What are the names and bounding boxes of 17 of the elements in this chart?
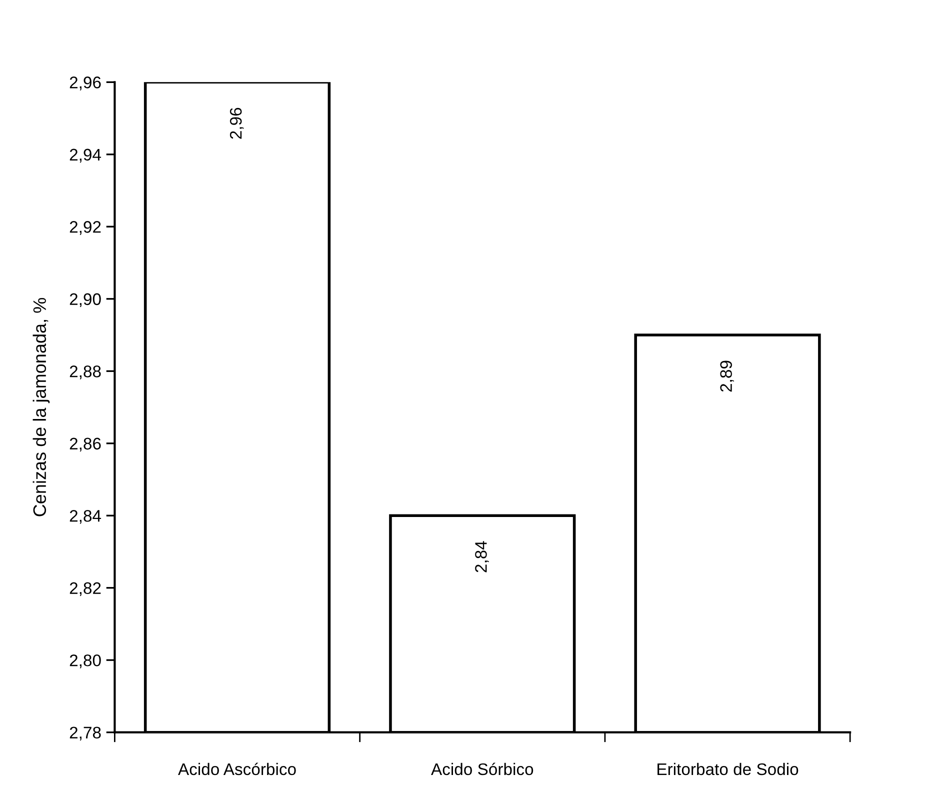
y-tick-label: 2,82 <box>70 582 101 596</box>
y-tick-label: 2,90 <box>70 293 101 308</box>
data-label: 2,89 <box>720 360 734 392</box>
data-label: 2,96 <box>230 108 244 139</box>
x-tick-label: Eritorbato de Sodio <box>658 762 798 776</box>
y-tick-label: 2,84 <box>70 510 102 524</box>
y-tick-label: 2,88 <box>70 366 101 380</box>
y-tick-label: 2,96 <box>70 76 101 90</box>
x-tick-label: Acido Sórbico <box>431 762 534 776</box>
y-axis-title: Cenizas de la jamonada, % <box>32 298 50 516</box>
data-label: 2,84 <box>475 541 489 572</box>
y-tick-label: 2,94 <box>70 148 102 163</box>
y-tick-label: 2,78 <box>70 726 101 740</box>
y-tick-label: 2,86 <box>70 438 101 452</box>
y-tick-label: 2,92 <box>70 221 101 235</box>
x-tick-label: Acido Ascórbico <box>178 762 296 776</box>
y-tick-label: 2,80 <box>70 654 101 668</box>
